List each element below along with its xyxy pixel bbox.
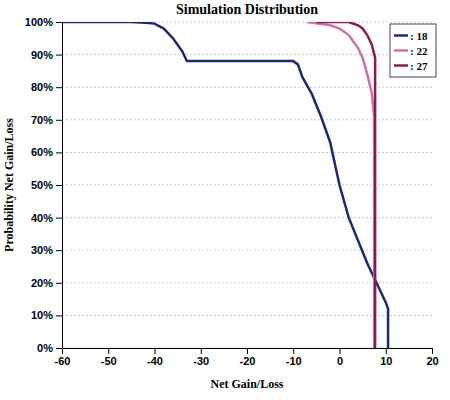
y-tick: 100%: [25, 16, 62, 28]
y-tick: 50%: [31, 179, 62, 191]
y-tick-label: 30%: [31, 244, 53, 256]
x-tick-mark: [247, 348, 248, 354]
y-tick-label: 10%: [31, 309, 53, 321]
x-tick-label: -30: [193, 355, 209, 367]
x-tick: 20: [426, 348, 438, 367]
series-line: [316, 22, 375, 348]
x-tick-mark: [386, 348, 387, 354]
y-tick-mark: [56, 283, 62, 284]
legend-label: : 27: [410, 60, 428, 72]
grid-line: [62, 185, 432, 186]
y-tick-mark: [56, 22, 62, 23]
y-tick: 30%: [31, 244, 62, 256]
y-axis: 0% 10% 20% 30% 40% 50% 60% 70% 80% 90% 100%: [25, 16, 63, 354]
plot-area: [62, 22, 388, 348]
y-tick-label: 90%: [31, 49, 53, 61]
x-tick-mark: [62, 348, 63, 354]
x-tick-mark: [201, 348, 202, 354]
y-tick-label: 60%: [31, 146, 53, 158]
x-tick: 10: [380, 348, 392, 367]
y-tick-label: 70%: [31, 114, 53, 126]
y-tick-mark: [56, 55, 62, 56]
grid-line: [62, 119, 432, 120]
x-tick-mark: [108, 348, 109, 354]
legend: : 18 : 22 : 27: [390, 24, 436, 77]
y-tick-mark: [56, 315, 62, 316]
grid-line: [62, 54, 432, 55]
y-tick: 70%: [31, 114, 62, 126]
y-tick-mark: [56, 120, 62, 121]
x-tick-mark: [293, 348, 294, 354]
legend-label: : 22: [410, 45, 428, 57]
y-tick-label: 40%: [31, 212, 53, 224]
x-tick-mark: [432, 348, 433, 354]
chart-title: Simulation Distribution: [176, 2, 318, 17]
grid-line: [62, 87, 432, 88]
y-tick: 40%: [31, 212, 62, 224]
y-tick-label: 100%: [25, 16, 53, 28]
x-tick-label: 0: [337, 355, 343, 367]
y-tick-label: 80%: [31, 81, 53, 93]
x-tick-label: -60: [55, 355, 71, 367]
y-tick-mark: [56, 348, 62, 349]
x-tick: 0: [337, 348, 343, 367]
x-tick-label: -50: [101, 355, 117, 367]
legend-swatch: [394, 49, 408, 52]
x-tick: -10: [286, 348, 302, 367]
x-tick-label: -10: [286, 355, 302, 367]
y-tick-label: 50%: [31, 179, 53, 191]
x-tick-label: -40: [147, 355, 163, 367]
x-tick: -60: [55, 348, 71, 367]
y-tick-mark: [56, 218, 62, 219]
x-tick: -20: [240, 348, 256, 367]
x-tick: -50: [101, 348, 117, 367]
series-line: [307, 22, 374, 348]
y-tick: 60%: [31, 146, 62, 158]
y-tick: 80%: [31, 81, 62, 93]
y-tick: 0%: [37, 342, 62, 354]
x-tick: -30: [193, 348, 209, 367]
y-tick-label: 20%: [31, 277, 53, 289]
legend-swatch: [394, 64, 408, 67]
y-tick: 90%: [31, 49, 62, 61]
x-tick: -40: [147, 348, 163, 367]
grid: [62, 22, 432, 348]
y-tick-mark: [56, 152, 62, 153]
series-line: [62, 22, 388, 348]
y-tick-label: 0%: [37, 342, 53, 354]
grid-line: [62, 315, 432, 316]
x-tick-label: -20: [240, 355, 256, 367]
grid-line: [62, 152, 432, 153]
x-tick-label: 20: [426, 355, 438, 367]
y-tick-mark: [56, 87, 62, 88]
y-tick: 20%: [31, 277, 62, 289]
y-axis-line: [62, 23, 63, 349]
x-axis: -60 -50 -40 -30 -20 -10 0 10 20: [55, 348, 439, 367]
y-axis-title: Probability Net Gain/Loss: [2, 118, 16, 252]
grid-line: [62, 217, 432, 218]
legend-box: [390, 24, 436, 77]
x-axis-title: Net Gain/Loss: [210, 377, 283, 391]
grid-line: [62, 250, 432, 251]
y-tick: 10%: [31, 309, 62, 321]
x-tick-mark: [340, 348, 341, 354]
x-tick-label: 10: [380, 355, 392, 367]
chart: -60 -50 -40 -30 -20 -10 0 10 20 0% 10% 20% 30% 40% 50%…: [0, 0, 450, 400]
y-tick-mark: [56, 185, 62, 186]
y-tick-mark: [56, 250, 62, 251]
legend-label: : 18: [410, 30, 428, 42]
legend-swatch: [394, 34, 408, 37]
x-tick-mark: [155, 348, 156, 354]
